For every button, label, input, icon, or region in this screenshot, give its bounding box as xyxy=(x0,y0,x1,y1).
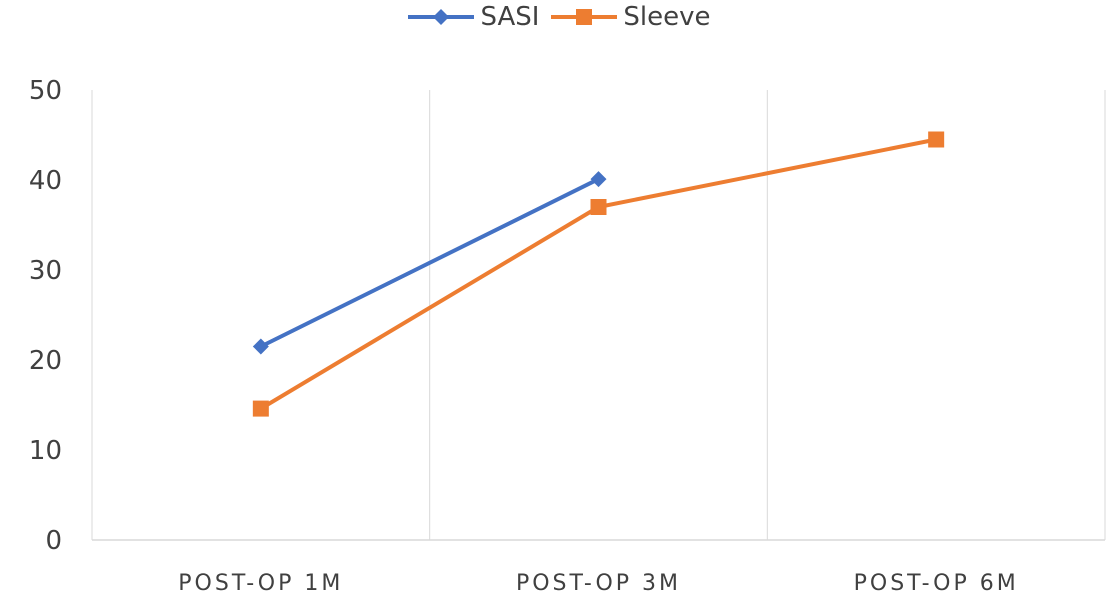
y-tick-label: 40 xyxy=(29,166,62,196)
x-tick-label: POST-OP 1M xyxy=(178,571,343,596)
legend: SASI Sleeve xyxy=(0,2,1117,32)
x-tick-label: POST-OP 6M xyxy=(854,571,1019,596)
legend-swatch-sasi xyxy=(408,9,475,25)
data-point-sleeve xyxy=(590,199,607,215)
legend-item-sleeve[interactable]: Sleeve xyxy=(549,2,711,32)
data-point-sasi xyxy=(252,338,269,355)
y-tick-label: 0 xyxy=(45,526,62,556)
y-tick-label: 50 xyxy=(29,76,62,106)
legend-label-sasi: SASI xyxy=(480,2,540,32)
y-tick-label: 10 xyxy=(29,436,62,466)
y-tick-label: 20 xyxy=(29,346,62,376)
data-point-sasi xyxy=(590,171,607,188)
legend-item-sasi[interactable]: SASI xyxy=(406,2,539,32)
data-point-sleeve xyxy=(928,131,945,148)
legend-label-sleeve: Sleeve xyxy=(623,2,711,32)
legend-swatch-sleeve xyxy=(551,9,618,25)
data-point-sleeve xyxy=(252,400,269,417)
x-tick-label: POST-OP 3M xyxy=(516,571,681,596)
y-tick-label: 30 xyxy=(29,256,62,286)
series-line-sasi xyxy=(259,177,600,349)
